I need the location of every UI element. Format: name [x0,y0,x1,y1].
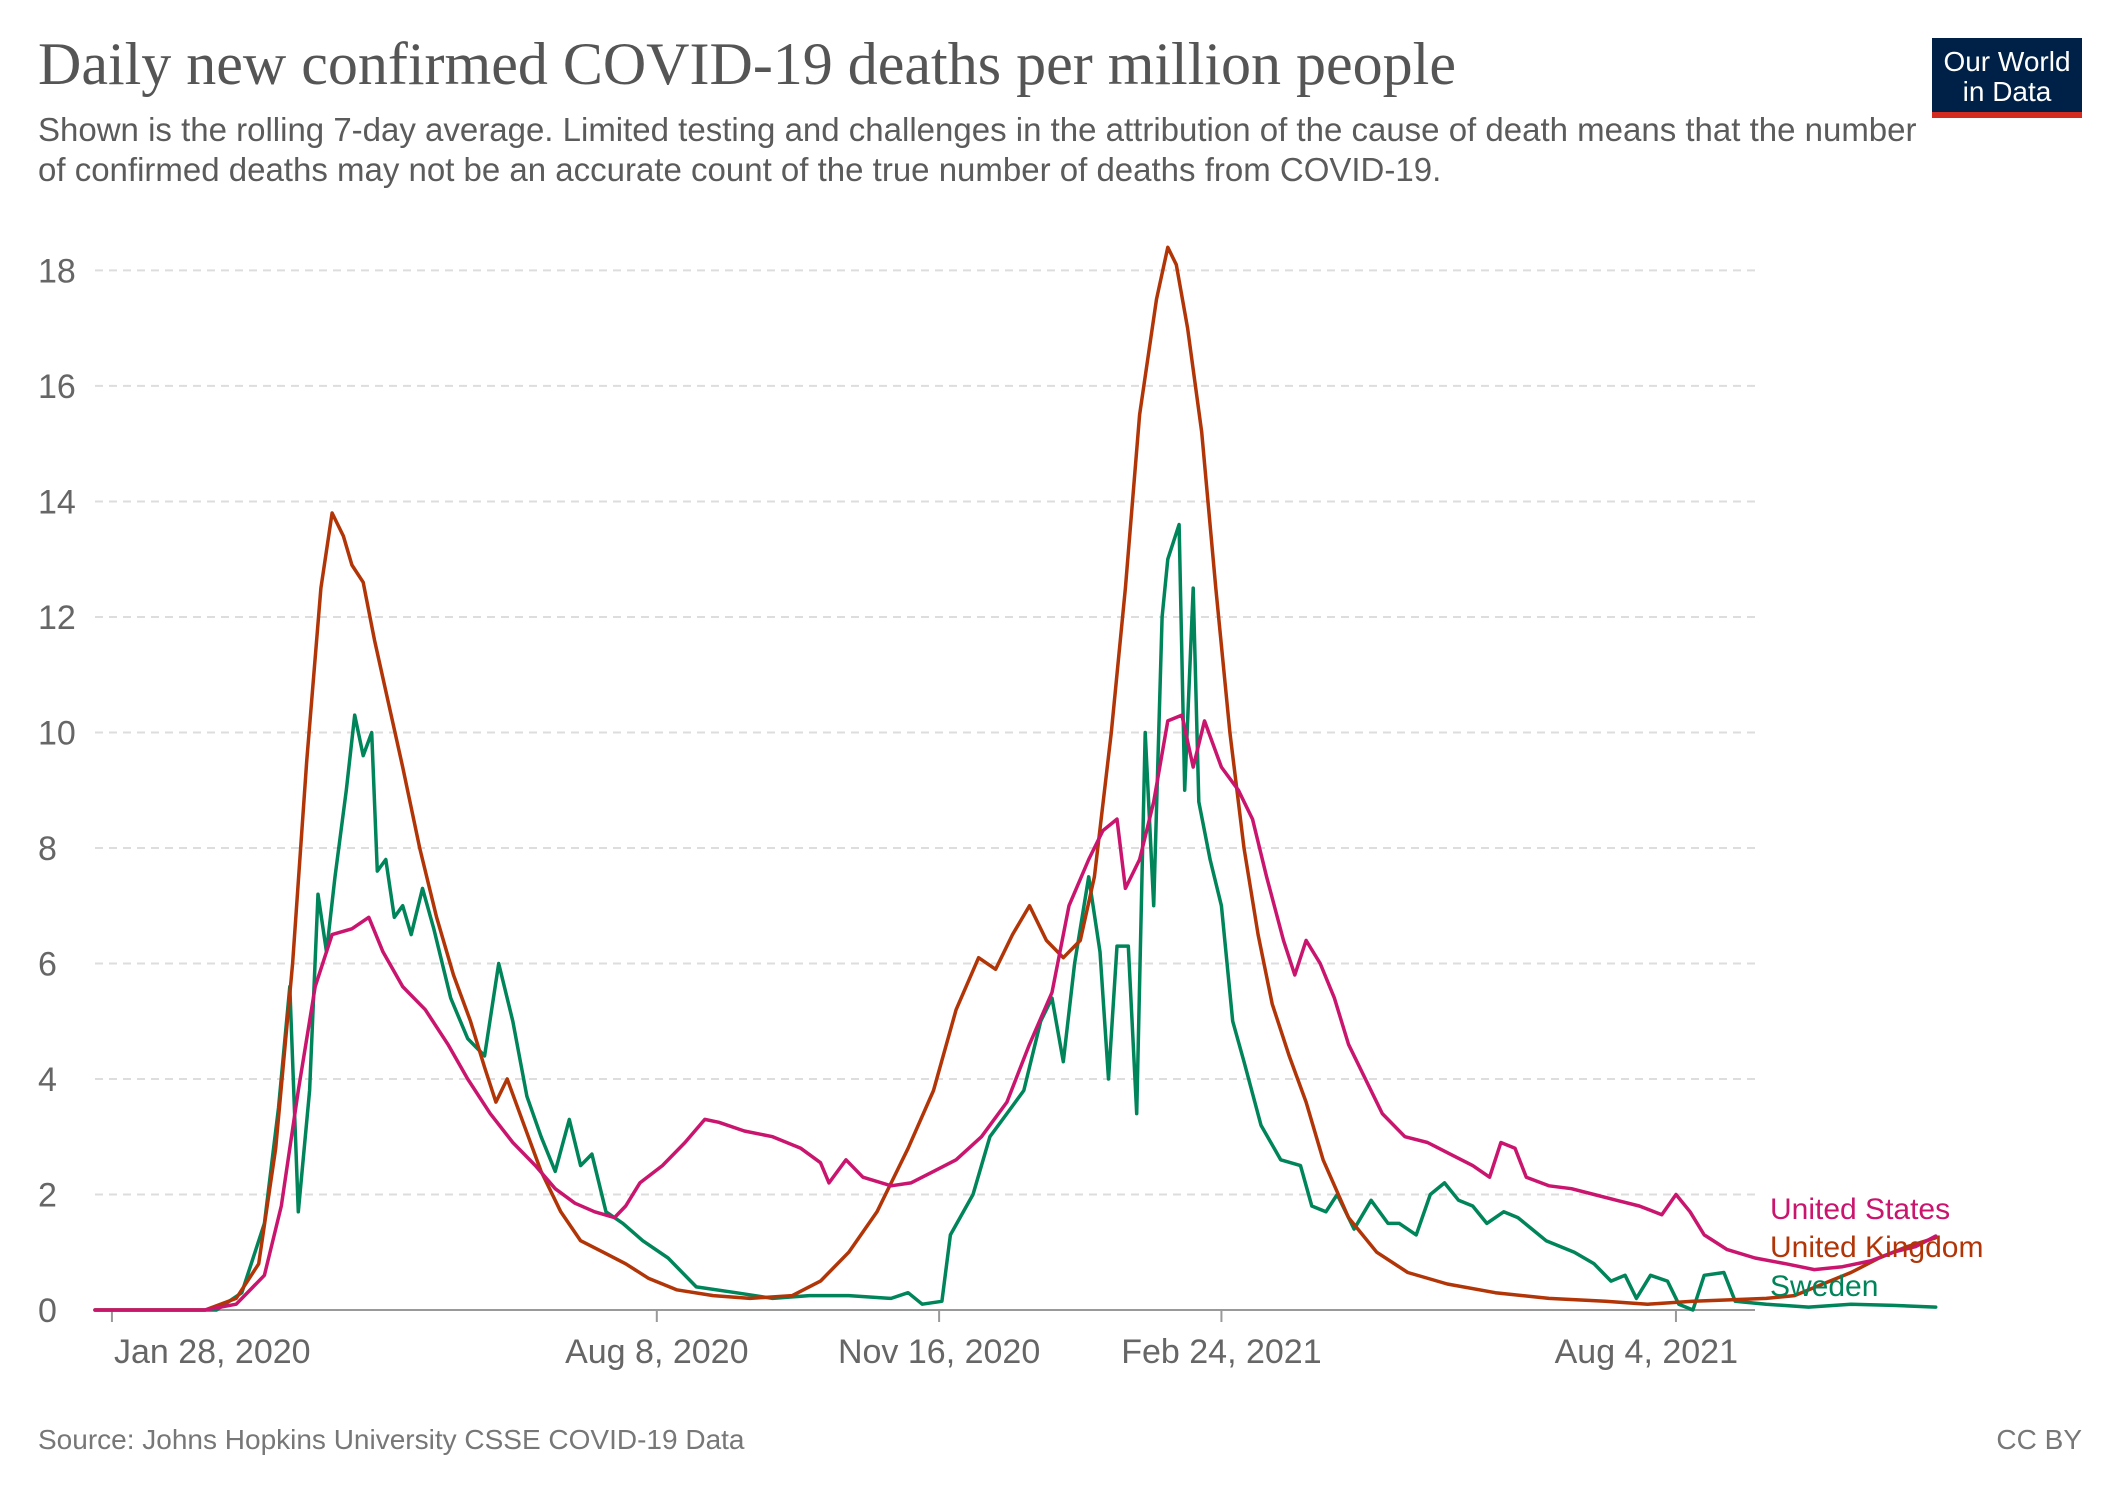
series-lines [93,245,1938,1312]
license-note[interactable]: CC BY [1996,1424,2082,1455]
y-tick-label: 8 [38,830,57,868]
grid-lines [95,269,1755,1196]
source-note[interactable]: Source: Johns Hopkins University CSSE CO… [38,1424,745,1455]
series-line-united-kingdom[interactable] [93,245,1938,1312]
x-tick-label: Aug 8, 2020 [565,1333,748,1371]
x-tick-label: Nov 16, 2020 [838,1333,1040,1371]
y-tick-label: 2 [38,1176,57,1214]
chart-title: Daily new confirmed COVID-19 deaths per … [38,31,1456,97]
x-axis: Jan 28, 2020 Aug 8, 2020 Nov 16, 2020 Feb 2… [95,1309,1755,1371]
y-tick-label: 14 [38,483,76,521]
series-labels: United States United Kingdom Sweden [1770,1193,1983,1303]
y-axis-ticks: 0 2 4 6 8 10 12 14 16 18 [38,252,76,1330]
y-tick-label: 0 [38,1292,57,1330]
x-tick-label: Feb 24, 2021 [1121,1333,1321,1371]
logo-line-1: Our World [1943,46,2071,77]
series-label-united-states[interactable]: United States [1770,1193,1950,1226]
y-tick-label: 18 [38,252,76,290]
y-tick-label: 6 [38,945,57,983]
logo-line-2: in Data [1962,76,2052,107]
series-line-united-states[interactable] [93,713,1938,1312]
series-label-sweden[interactable]: Sweden [1770,1270,1878,1303]
series-line-sweden[interactable] [93,522,1938,1312]
y-tick-label: 4 [38,1061,57,1099]
y-tick-label: 10 [38,714,76,752]
x-tick-label: Aug 4, 2021 [1555,1333,1738,1371]
series-label-united-kingdom[interactable]: United Kingdom [1770,1231,1983,1264]
y-tick-label: 12 [38,599,76,637]
x-tick-label: Jan 28, 2020 [114,1333,311,1371]
owid-logo[interactable]: Our World in Data [1932,38,2082,118]
y-tick-label: 16 [38,368,76,406]
chart-subtitle: Shown is the rolling 7-day average. Limi… [38,111,1917,188]
